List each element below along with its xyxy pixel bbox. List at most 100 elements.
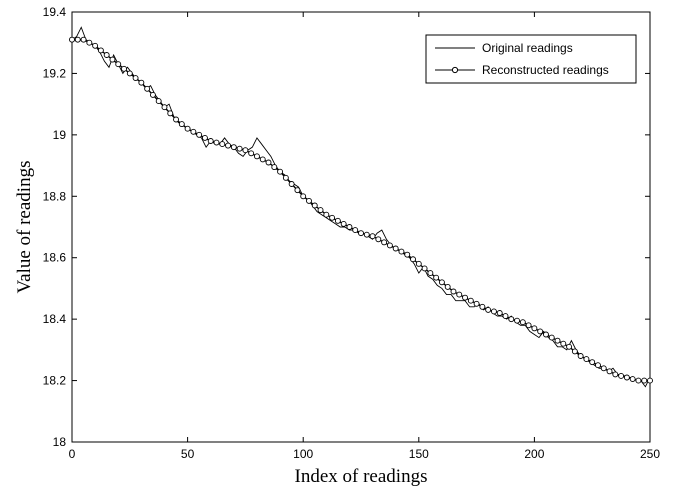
reconstructed-point bbox=[485, 306, 492, 313]
x-tick-label: 50 bbox=[181, 447, 195, 461]
reconstructed-point bbox=[277, 168, 284, 175]
reconstructed-point bbox=[300, 193, 307, 200]
reconstructed-point bbox=[207, 138, 214, 144]
reconstructed-point bbox=[641, 377, 648, 384]
y-tick-label: 19 bbox=[53, 128, 67, 142]
x-axis-title: Index of readings bbox=[295, 466, 428, 487]
legend-reconstructed-label: Reconstructed readings bbox=[482, 63, 609, 77]
reconstructed-point bbox=[259, 156, 266, 163]
reconstructed-point bbox=[525, 322, 532, 329]
reconstructed-point bbox=[519, 319, 526, 326]
y-axis-title: Value of readings bbox=[14, 161, 35, 294]
reconstructed-point bbox=[589, 359, 596, 366]
reconstructed-point bbox=[629, 376, 636, 382]
plot-area bbox=[71, 11, 651, 443]
reconstructed-point bbox=[167, 110, 174, 117]
reconstructed-point bbox=[138, 79, 145, 86]
reconstructed-point bbox=[490, 308, 497, 315]
reconstructed-point bbox=[144, 85, 151, 92]
y-tick-label: 18.8 bbox=[43, 189, 67, 203]
reconstructed-point bbox=[178, 121, 185, 128]
reconstructed-point bbox=[340, 220, 347, 227]
reconstructed-point bbox=[623, 374, 630, 381]
legend-original-label: Original readings bbox=[482, 41, 573, 55]
reconstructed-point bbox=[86, 39, 93, 46]
reconstructed-point bbox=[560, 340, 567, 347]
reconstructed-point bbox=[375, 236, 382, 243]
reconstructed-point bbox=[612, 371, 619, 378]
reconstructed-point bbox=[450, 288, 457, 295]
reconstructed-point bbox=[248, 150, 255, 157]
reconstructed-point bbox=[618, 373, 625, 379]
reconstructed-point bbox=[421, 265, 428, 272]
reconstructed-point bbox=[126, 70, 133, 77]
reconstructed-point bbox=[508, 316, 515, 323]
y-tick-label: 18 bbox=[53, 435, 67, 449]
reconstructed-point bbox=[502, 313, 509, 320]
y-tick-label: 18.4 bbox=[43, 312, 67, 326]
reconstructed-point bbox=[265, 159, 272, 166]
reconstructed-point bbox=[606, 368, 613, 375]
reconstructed-point bbox=[329, 214, 336, 221]
reconstructed-point bbox=[514, 317, 521, 324]
reconstructed-point bbox=[543, 331, 549, 338]
reconstructed-point bbox=[473, 300, 480, 307]
reconstructed-point bbox=[566, 343, 573, 350]
reconstructed-point bbox=[647, 377, 653, 384]
y-tick-label: 19.2 bbox=[43, 66, 67, 80]
reconstructed-point bbox=[97, 47, 104, 54]
x-tick-label: 250 bbox=[640, 447, 660, 461]
reconstructed-point bbox=[548, 334, 555, 341]
reconstructed-point bbox=[467, 297, 474, 304]
reconstructed-point bbox=[132, 75, 139, 81]
reconstructed-point bbox=[74, 36, 81, 43]
reconstructed-readings-markers bbox=[69, 36, 653, 384]
y-tick-label: 18.6 bbox=[43, 251, 67, 265]
reconstructed-point bbox=[196, 131, 203, 138]
reconstructed-point bbox=[415, 260, 422, 267]
reconstructed-point bbox=[225, 142, 232, 149]
reconstructed-point bbox=[554, 337, 561, 344]
reconstructed-point bbox=[306, 197, 312, 204]
reconstructed-point bbox=[271, 164, 278, 171]
reconstructed-point bbox=[433, 274, 440, 281]
reconstructed-point bbox=[479, 303, 486, 310]
reconstructed-point bbox=[173, 116, 179, 123]
reconstructed-point bbox=[311, 202, 318, 209]
reconstructed-point bbox=[80, 36, 87, 43]
y-tick-label: 19.4 bbox=[43, 5, 67, 19]
reconstructed-point bbox=[496, 310, 503, 316]
reconstructed-point bbox=[161, 104, 168, 111]
reconstructed-point bbox=[236, 145, 243, 152]
reconstructed-point bbox=[190, 128, 197, 135]
reconstructed-point bbox=[358, 230, 364, 237]
reconstructed-point bbox=[571, 348, 578, 355]
reconstructed-point bbox=[294, 187, 301, 194]
reconstructed-point bbox=[334, 217, 341, 224]
reconstructed-point bbox=[398, 248, 405, 255]
reconstructed-point bbox=[155, 98, 162, 105]
legend: Original readings Reconstructed readings bbox=[425, 34, 637, 84]
x-tick-label: 200 bbox=[524, 447, 544, 461]
reconstructed-point bbox=[404, 251, 411, 258]
reconstructed-point bbox=[149, 91, 156, 98]
reconstructed-point bbox=[219, 141, 226, 148]
legend-box bbox=[425, 34, 637, 84]
reconstructed-point bbox=[121, 65, 127, 72]
reconstructed-point bbox=[201, 134, 208, 141]
x-tick-label: 150 bbox=[409, 447, 429, 461]
reconstructed-point bbox=[213, 139, 220, 146]
reconstructed-point bbox=[577, 353, 584, 359]
reconstructed-point bbox=[369, 233, 376, 240]
reconstructed-point bbox=[600, 365, 607, 372]
reconstructed-point bbox=[427, 270, 434, 277]
reconstructed-point bbox=[288, 181, 295, 187]
reconstructed-point bbox=[438, 279, 445, 286]
reconstructed-point bbox=[323, 211, 330, 218]
legend-reconstructed-marker bbox=[451, 66, 459, 74]
reconstructed-point bbox=[386, 242, 393, 249]
reconstructed-point bbox=[583, 356, 590, 363]
x-tick-label: 100 bbox=[293, 447, 313, 461]
reconstructed-point bbox=[242, 147, 249, 154]
